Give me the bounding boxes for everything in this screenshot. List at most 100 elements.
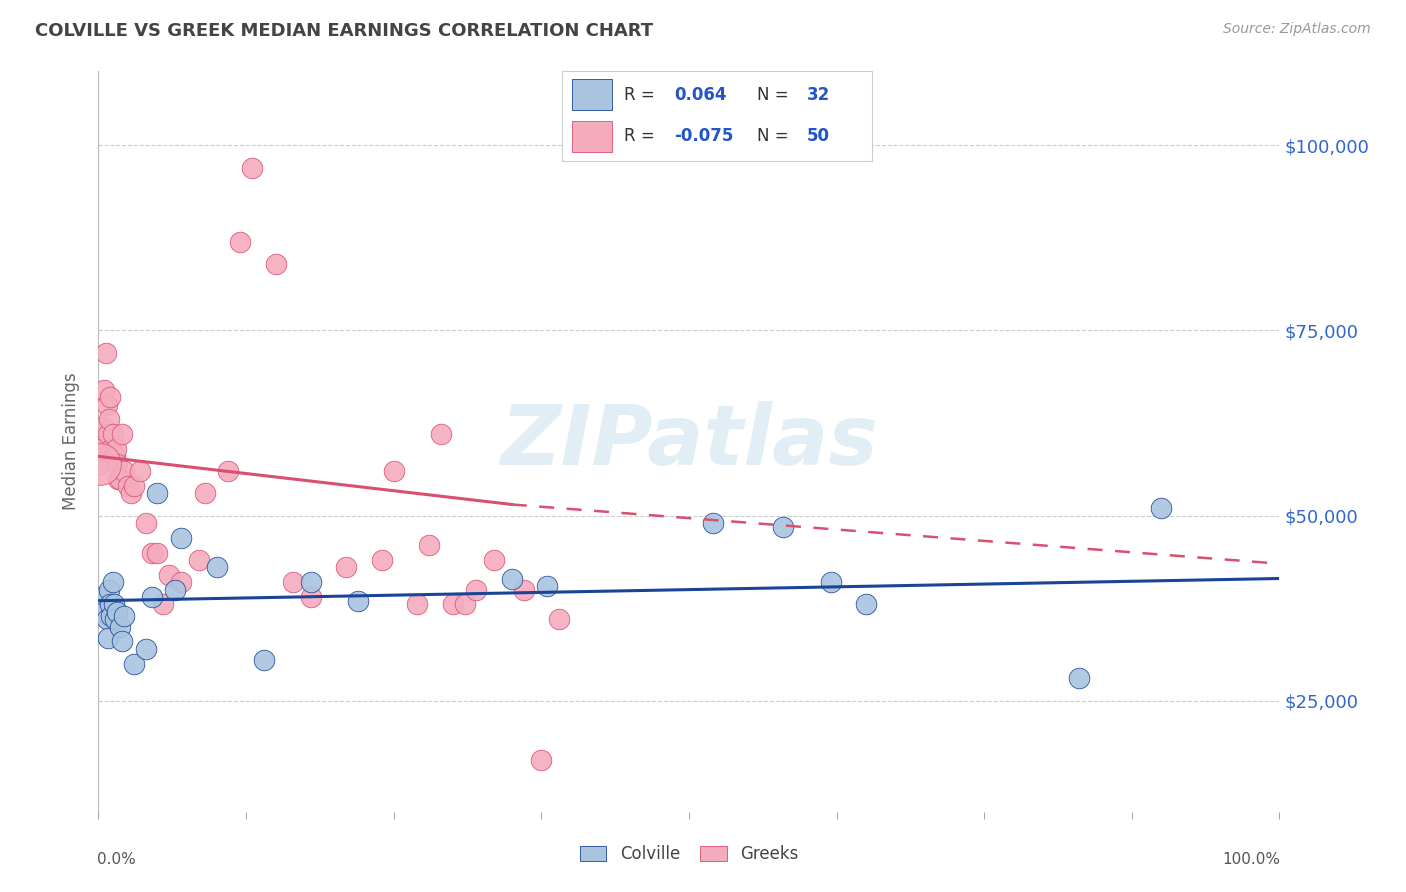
Bar	[572, 121, 612, 152]
Point	[382, 464, 405, 478]
Point	[855, 598, 877, 612]
Point	[111, 427, 134, 442]
Point	[135, 516, 157, 530]
Text: ZIPatlas: ZIPatlas	[501, 401, 877, 482]
Point	[205, 560, 228, 574]
Point	[146, 545, 169, 560]
Text: R =: R =	[624, 86, 655, 103]
Text: N =: N =	[758, 86, 789, 103]
Point	[103, 450, 125, 464]
Point	[530, 753, 553, 767]
Point	[98, 598, 121, 612]
Point	[187, 553, 209, 567]
Point	[93, 383, 115, 397]
Text: Source: ZipAtlas.com: Source: ZipAtlas.com	[1223, 22, 1371, 37]
Point	[93, 605, 115, 619]
Point	[101, 427, 124, 442]
Point	[141, 545, 163, 560]
Point	[105, 457, 128, 471]
Point	[146, 486, 169, 500]
Point	[406, 598, 429, 612]
Point	[105, 605, 128, 619]
Point	[1150, 501, 1173, 516]
Point	[347, 593, 370, 607]
Point	[108, 471, 131, 485]
Point	[702, 516, 724, 530]
Point	[441, 598, 464, 612]
Point	[103, 598, 125, 612]
Point	[100, 442, 122, 456]
Point	[194, 486, 217, 500]
Point	[229, 235, 252, 249]
Point	[101, 575, 124, 590]
Point	[96, 398, 118, 412]
Point	[104, 612, 127, 626]
Point	[100, 608, 122, 623]
Point	[170, 575, 193, 590]
Text: N =: N =	[758, 128, 789, 145]
Point	[501, 572, 523, 586]
Point	[97, 631, 120, 645]
Point	[121, 486, 143, 500]
Point	[98, 390, 121, 404]
Point	[117, 479, 139, 493]
Point	[89, 457, 111, 471]
Point	[94, 345, 117, 359]
Point	[536, 579, 558, 593]
Point	[108, 619, 131, 633]
Point	[128, 464, 150, 478]
Point	[548, 612, 571, 626]
Point	[90, 442, 112, 456]
Point	[418, 538, 440, 552]
Point	[122, 479, 145, 493]
Point	[170, 531, 193, 545]
Point	[371, 553, 394, 567]
Point	[105, 442, 128, 456]
Point	[820, 575, 842, 590]
Point	[772, 519, 794, 533]
Point	[91, 590, 114, 604]
Point	[98, 412, 121, 426]
Point	[240, 161, 263, 175]
Bar	[572, 79, 612, 110]
Point	[253, 653, 276, 667]
Text: 0.0%: 0.0%	[97, 853, 136, 867]
Point	[122, 657, 145, 671]
Legend: Colville, Greeks: Colville, Greeks	[574, 838, 804, 870]
Text: 100.0%: 100.0%	[1223, 853, 1281, 867]
Point	[1067, 672, 1090, 686]
Point	[97, 427, 120, 442]
Point	[165, 582, 187, 597]
Point	[430, 427, 453, 442]
Point	[453, 598, 475, 612]
Text: COLVILLE VS GREEK MEDIAN EARNINGS CORRELATION CHART: COLVILLE VS GREEK MEDIAN EARNINGS CORREL…	[35, 22, 654, 40]
Point	[335, 560, 357, 574]
Point	[152, 598, 174, 612]
Point	[107, 471, 129, 485]
Text: 32: 32	[807, 86, 830, 103]
Y-axis label: Median Earnings: Median Earnings	[62, 373, 80, 510]
Point	[465, 582, 488, 597]
Point	[299, 575, 322, 590]
Point	[482, 553, 505, 567]
Point	[111, 634, 134, 648]
Point	[104, 450, 127, 464]
Point	[283, 575, 305, 590]
Point	[217, 464, 239, 478]
Point	[96, 612, 118, 626]
Text: R =: R =	[624, 128, 655, 145]
Point	[89, 457, 111, 471]
Point	[135, 641, 157, 656]
Point	[112, 464, 135, 478]
Point	[157, 567, 180, 582]
Text: 50: 50	[807, 128, 830, 145]
Point	[264, 257, 287, 271]
Point	[141, 590, 163, 604]
Text: 0.064: 0.064	[673, 86, 727, 103]
Point	[512, 582, 534, 597]
Point	[98, 582, 121, 597]
Text: -0.075: -0.075	[673, 128, 733, 145]
Point	[91, 419, 114, 434]
Point	[299, 590, 322, 604]
Point	[112, 608, 135, 623]
